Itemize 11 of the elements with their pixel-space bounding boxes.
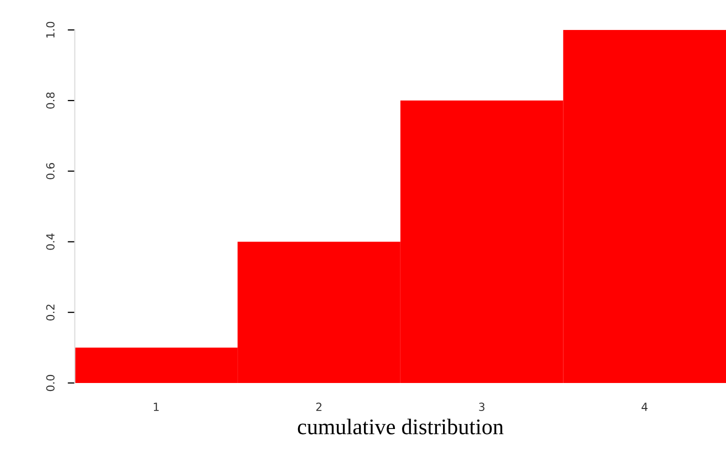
y-tick-label: 1.0 [46, 22, 55, 38]
y-tick-label: 0.0 [46, 374, 55, 392]
y-tick-label: 0.8 [46, 92, 55, 109]
x-tick-label: 4 [642, 402, 648, 411]
x-axis-title: cumulative distribution [298, 418, 504, 434]
x-tick-label: 3 [479, 402, 484, 412]
x-tick-label: 2 [316, 402, 322, 411]
x-tick-label: 1 [154, 402, 159, 411]
y-tick-label: 0.6 [46, 163, 55, 180]
y-tick-label: 0.2 [46, 304, 55, 320]
y-tick-label: 0.4 [46, 234, 55, 250]
